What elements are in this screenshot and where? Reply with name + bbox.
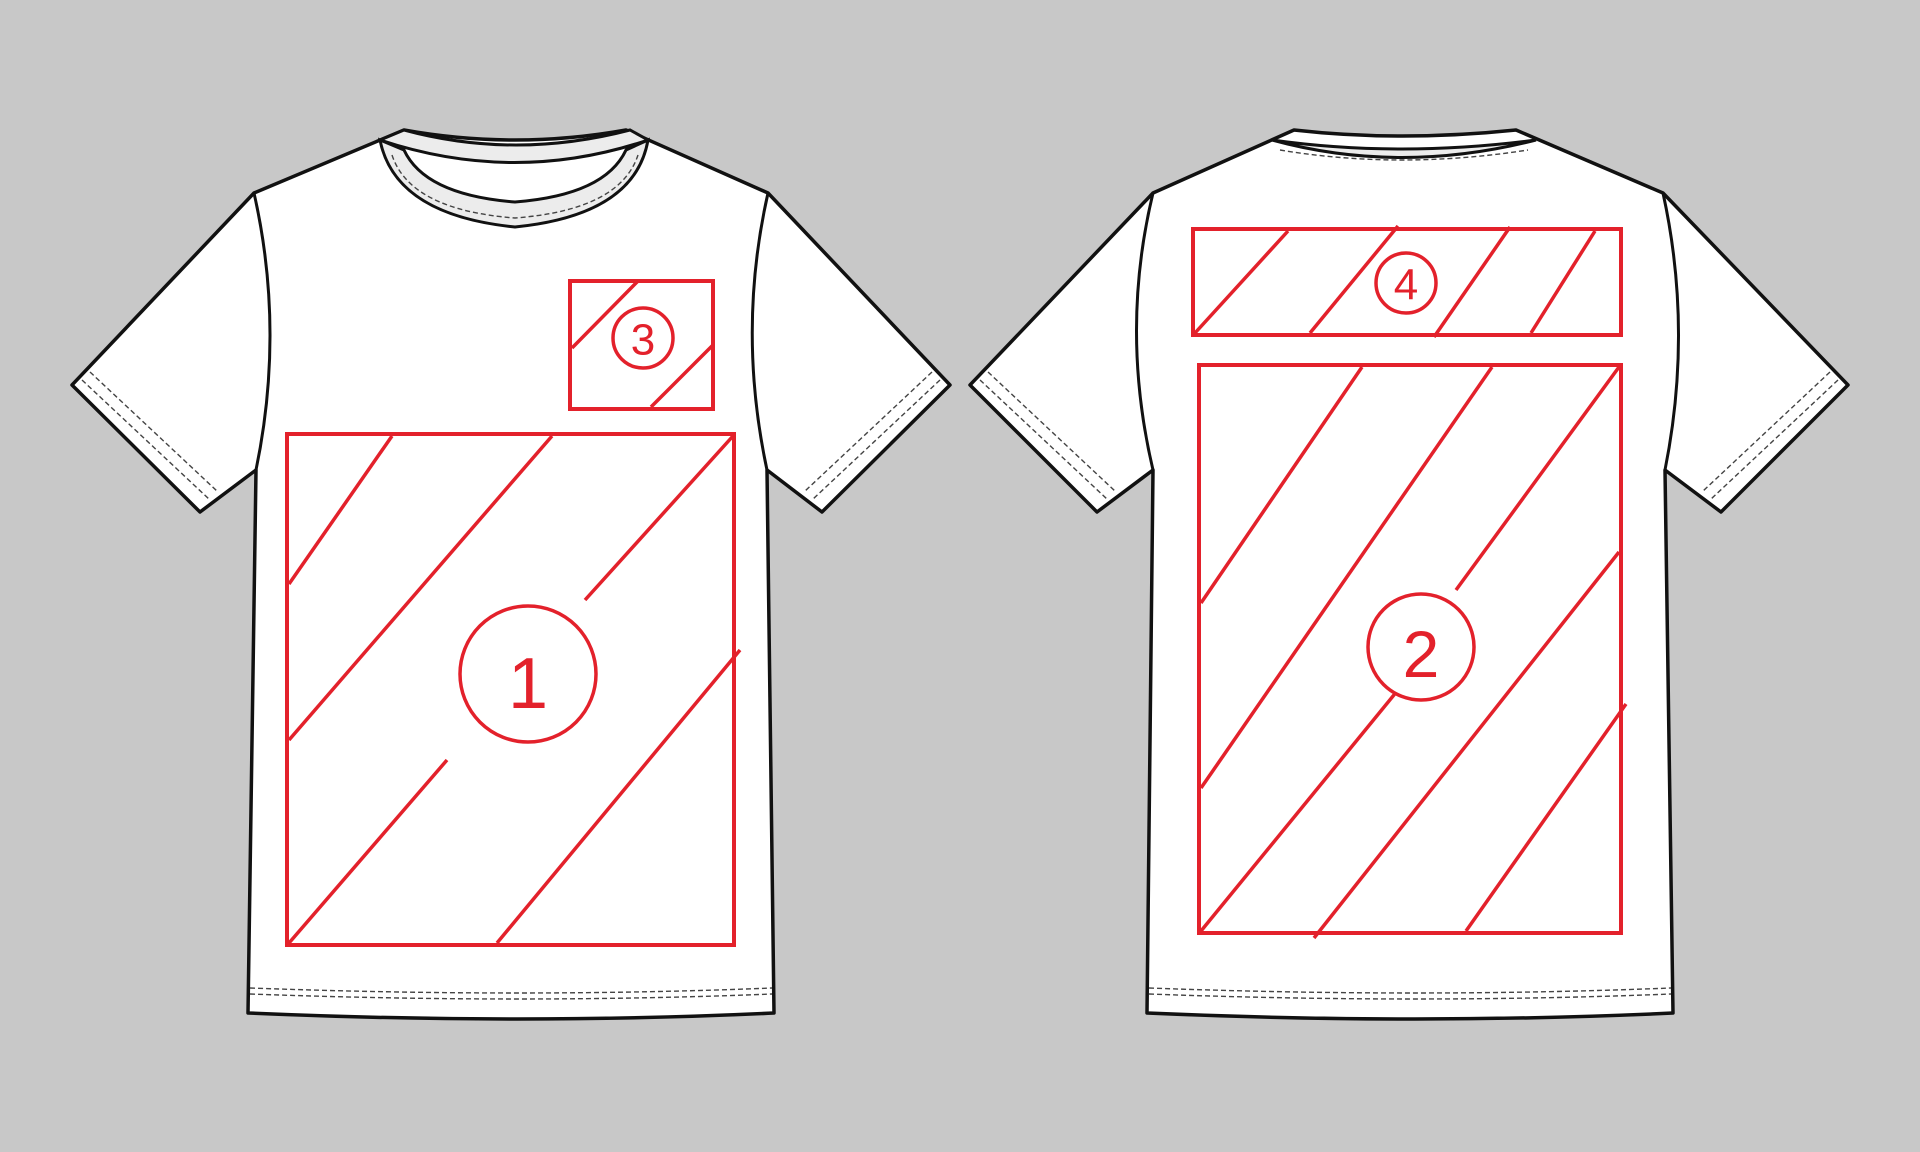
back-left-sleeve-hem-stitch	[979, 371, 1117, 501]
back-right-sleeve-hem-stitch	[1701, 371, 1839, 501]
zone-3-hatch-line	[570, 279, 640, 350]
back-tshirt-body	[968, 128, 1850, 1021]
zone-1-frame	[285, 432, 736, 947]
back-tshirt: 4 2	[968, 128, 1850, 1021]
front-left-sleeve-seam	[252, 192, 272, 471]
zone-4-label: 4	[1394, 261, 1418, 310]
front-tshirt: 3 1	[70, 128, 952, 1021]
back-collar-stitch	[1279, 149, 1529, 161]
zone-1-label: 1	[508, 644, 548, 724]
zone-2-circle	[1366, 592, 1476, 702]
front-zone-3: 3	[568, 279, 715, 411]
zone-2-label: 2	[1403, 617, 1440, 691]
zone-4-hatch-line	[1193, 229, 1290, 335]
back-right-sleeve-seam	[1661, 192, 1681, 471]
front-left-sleeve-hem-stitch	[81, 371, 219, 501]
zone-2-hatch-line	[1312, 550, 1621, 940]
back-zone-4: 4	[1191, 224, 1623, 338]
zone-1-hatch-line	[287, 435, 394, 585]
zone-1-hatch-line	[583, 434, 735, 602]
zone-1-hatch-line	[287, 434, 554, 742]
zone-2-frame	[1197, 363, 1623, 935]
front-collar-rib	[375, 128, 652, 229]
front-tshirt-body	[70, 128, 952, 1021]
zone-4-hatch-line	[1529, 230, 1597, 334]
zone-1-circle	[458, 604, 598, 744]
front-right-sleeve-hem-stitch	[803, 371, 941, 501]
zone-4-hatch-line	[1432, 226, 1512, 338]
front-bottom-hem-stitch	[249, 987, 773, 1000]
zone-1-hatch-line	[287, 758, 449, 945]
zone-3-hatch-line	[649, 343, 715, 409]
front-right-sleeve-seam	[750, 192, 770, 471]
zone-2-hatch-line	[1454, 365, 1621, 592]
zone-3-circle	[611, 306, 675, 370]
zone-2-hatch-line	[1199, 366, 1364, 604]
back-collar-rib	[1271, 138, 1537, 159]
zone-1-hatch-line	[495, 648, 742, 945]
zone-4-frame	[1191, 227, 1623, 337]
back-zone-2: 2	[1197, 363, 1628, 940]
zone-2-hatch-line	[1464, 702, 1628, 933]
zone-3-label: 3	[631, 316, 655, 365]
zone-2-hatch-line	[1199, 366, 1494, 789]
zone-4-circle	[1374, 251, 1438, 315]
zone-4-hatch-line	[1308, 224, 1400, 335]
front-zone-1: 1	[285, 432, 742, 947]
zone-2-hatch-line	[1199, 688, 1400, 933]
back-left-sleeve-seam	[1135, 192, 1155, 471]
front-collar-stitch	[391, 154, 639, 219]
back-bottom-hem-stitch	[1148, 987, 1672, 1000]
